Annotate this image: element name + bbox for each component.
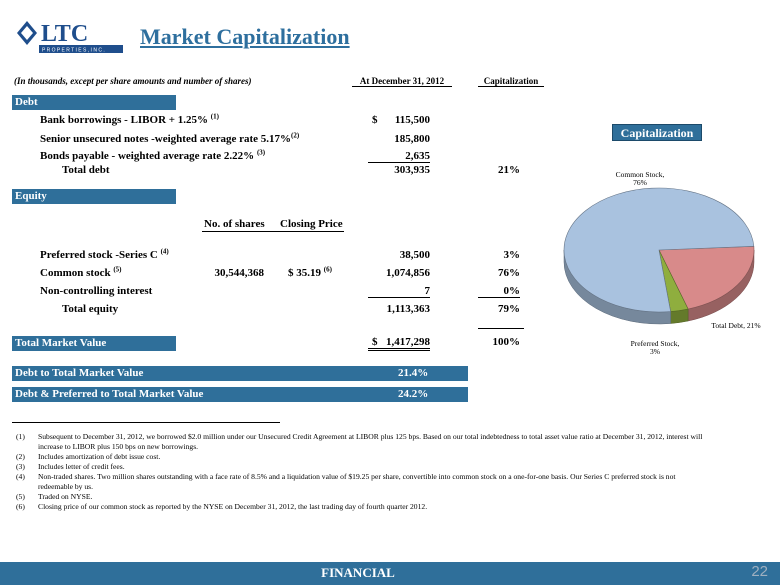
row-value: 7: [368, 285, 430, 298]
footnote: (5) Traded on NYSE.: [16, 492, 93, 501]
footer-bar: FINANCIAL 22: [0, 562, 780, 585]
logo-text: LTC: [41, 21, 88, 47]
footnote: (3) Includes letter of credit fees.: [16, 462, 125, 471]
equity-section-label: Equity: [15, 190, 47, 202]
pie-label-common: Common Stock, 76%: [615, 170, 665, 187]
row-label: Common stock (5): [40, 265, 122, 279]
row-value: 303,935: [394, 164, 430, 176]
row-label: Bank borrowings - LIBOR + 1.25% (1): [40, 112, 219, 126]
ratio-label: Debt to Total Market Value: [15, 367, 144, 379]
pie-label-preferred: Preferred Stock, 3%: [630, 339, 680, 356]
footnote: (6) Closing price of our common stock as …: [16, 502, 428, 511]
row-value: 1,417,298: [368, 336, 430, 351]
ratio-label: Debt & Preferred to Total Market Value: [15, 388, 204, 400]
page-title: Market Capitalization: [140, 24, 350, 49]
row-value: 1,074,856: [386, 267, 430, 279]
ltc-logo: LTC P R O P E R T I E S , I N C .: [17, 21, 123, 54]
row-pct: 21%: [498, 164, 520, 176]
debt-section-bar: Debt: [12, 95, 176, 110]
col-header-price: Closing Price: [280, 218, 343, 230]
notes-separator: [12, 422, 280, 423]
units-note: (In thousands, except per share amounts …: [14, 76, 252, 86]
ratio-value: 21.4%: [398, 367, 429, 379]
row-price: $ 35.19 (6): [288, 265, 332, 279]
debt-section-label: Debt: [15, 96, 38, 108]
pct-total-rule: [478, 328, 524, 329]
row-pct: 0%: [478, 285, 520, 298]
pie-slice: [563, 187, 755, 313]
dollar-sign: $: [372, 114, 378, 126]
page-number: 22: [751, 563, 768, 580]
footer-label: FINANCIAL: [321, 565, 395, 580]
row-value: 185,800: [394, 133, 430, 145]
col-header-shares: No. of shares: [204, 218, 265, 230]
row-pct: 100%: [492, 336, 521, 348]
row-value: 1,113,363: [386, 303, 430, 315]
row-pct: 3%: [503, 249, 521, 261]
row-pct: 76%: [498, 267, 520, 279]
row-label: Total debt: [62, 164, 110, 176]
row-label: Bonds payable - weighted average rate 2.…: [40, 148, 266, 162]
chart-title: Capitalization: [612, 124, 702, 141]
ratio-value: 24.2%: [398, 388, 429, 400]
equity-section-bar: Equity: [12, 189, 176, 204]
capitalization-pie-chart: [563, 187, 755, 325]
pie-label-debt: Total Debt, 21%: [711, 321, 761, 330]
row-label: Preferred stock -Series C (4): [40, 247, 169, 261]
dollar-sign: $: [372, 336, 378, 348]
row-value: 38,500: [399, 249, 430, 261]
logo-subtext: P R O P E R T I E S , I N C .: [42, 48, 105, 54]
row-label: Non-controlling interest: [40, 285, 153, 297]
col-header-capitalization: Capitalization: [478, 76, 544, 87]
total-market-value-label: Total Market Value: [15, 337, 107, 349]
row-label: Senior unsecured notes -weighted average…: [40, 131, 300, 145]
pie-slice: [658, 245, 755, 310]
row-pct: 79%: [498, 303, 520, 315]
row-label: Total equity: [62, 303, 119, 315]
debt-preferred-ratio-bar: Debt & Preferred to Total Market Value 2…: [12, 387, 468, 402]
total-market-value-bar: Total Market Value: [12, 336, 176, 351]
footnote: (4) Non-traded shares. Two million shares…: [16, 472, 676, 491]
row-value: 115,500: [394, 114, 430, 126]
footnote: (2) Includes amortization of debt issue c…: [16, 452, 161, 461]
footnotes: (1) Subsequent to December 31, 2012, we b…: [16, 432, 706, 512]
debt-ratio-bar: Debt to Total Market Value 21.4%: [12, 366, 468, 381]
equity-header-rule: [202, 231, 344, 232]
row-value: 2,635: [368, 150, 430, 163]
footnote: (1) Subsequent to December 31, 2012, we b…: [16, 432, 703, 451]
col-header-date: At December 31, 2012: [352, 76, 452, 87]
row-shares: 30,544,368: [214, 267, 265, 279]
